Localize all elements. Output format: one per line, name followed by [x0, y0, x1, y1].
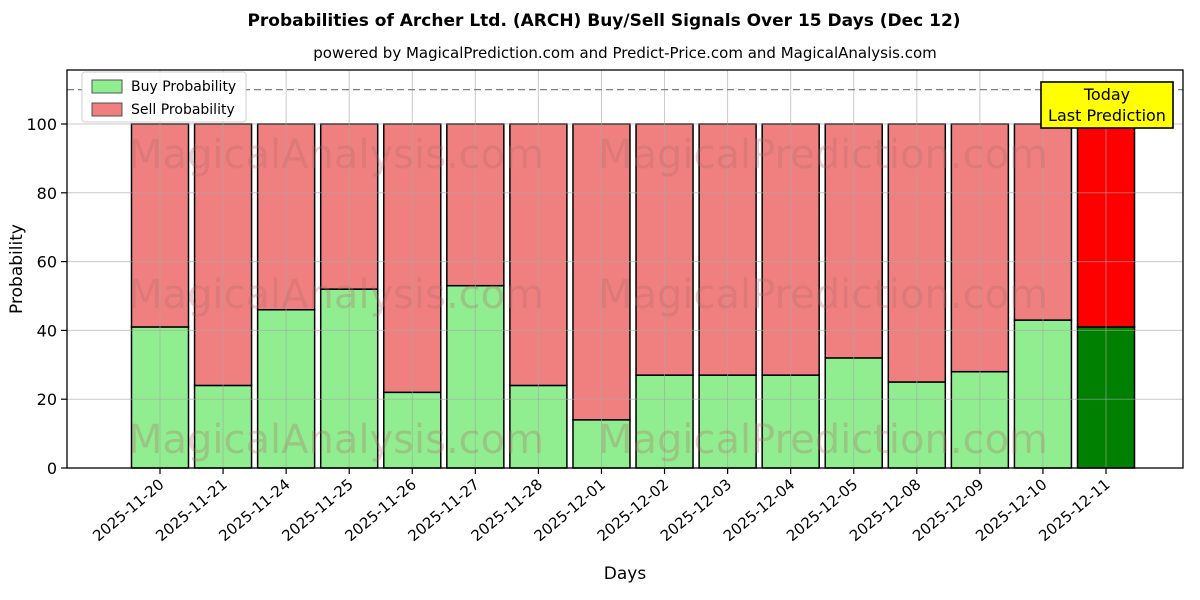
- watermark-prediction-0: MagicalPrediction.com: [598, 132, 1048, 178]
- watermark-analysis-1: MagicalAnalysis.com: [128, 272, 544, 318]
- legend-swatch-buy: [91, 79, 123, 94]
- today-annotation-line2: Last Prediction: [1048, 106, 1166, 125]
- y-tick-label-100: 100: [26, 115, 57, 134]
- legend-label-sell: Sell Probability: [131, 102, 235, 118]
- y-tick-label-40: 40: [37, 321, 57, 340]
- legend-box: [81, 71, 247, 123]
- legend: Buy Probability Sell Probability: [81, 71, 247, 123]
- watermark-layer: MagicalAnalysis.com MagicalPrediction.com…: [128, 132, 1048, 463]
- y-tick-label-80: 80: [37, 184, 57, 203]
- y-tick-label-20: 20: [37, 390, 57, 409]
- legend-label-buy: Buy Probability: [131, 79, 236, 95]
- watermark-prediction-1: MagicalPrediction.com: [598, 272, 1048, 318]
- chart-subtitle: powered by MagicalPrediction.com and Pre…: [313, 44, 937, 62]
- chart-title: Probabilities of Archer Ltd. (ARCH) Buy/…: [247, 11, 960, 31]
- watermark-analysis-0: MagicalAnalysis.com: [128, 132, 544, 178]
- y-tick-label-60: 60: [37, 253, 57, 272]
- watermark-analysis-2: MagicalAnalysis.com: [128, 417, 544, 463]
- today-annotation: Today Last Prediction: [1040, 81, 1174, 129]
- grid-layer: [67, 70, 1183, 468]
- legend-swatch-sell: [91, 102, 123, 117]
- y-axis-label: Probability: [7, 224, 27, 314]
- today-annotation-line1: Today: [1083, 85, 1130, 104]
- watermark-prediction-2: MagicalPrediction.com: [598, 417, 1048, 463]
- y-tick-label-0: 0: [47, 459, 57, 478]
- x-axis-label: Days: [604, 564, 647, 584]
- plot-frame: [66, 69, 1184, 469]
- today-annotation-box: [1040, 81, 1174, 129]
